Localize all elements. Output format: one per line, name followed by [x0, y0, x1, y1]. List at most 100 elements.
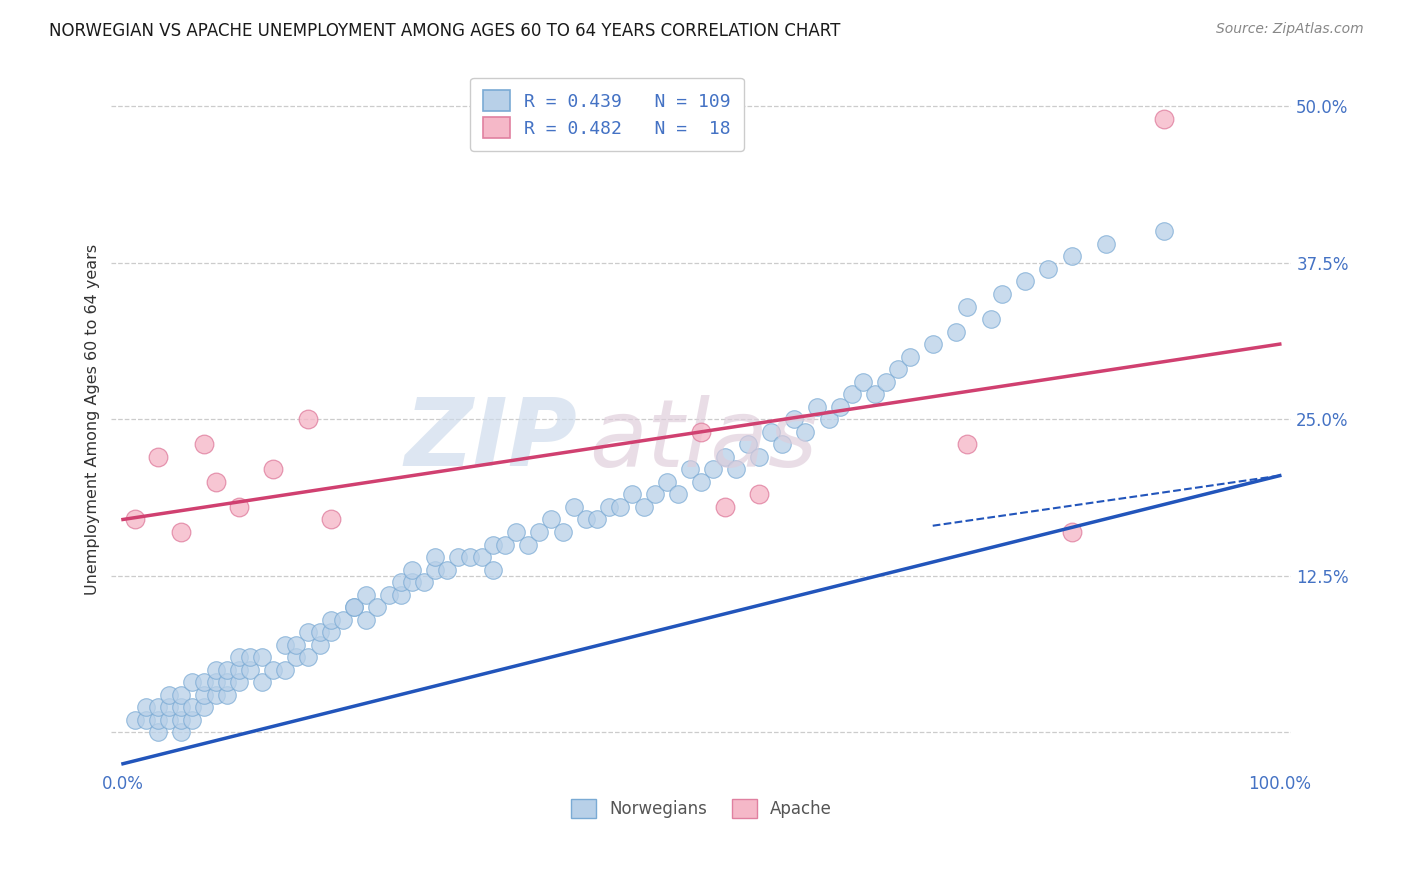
Point — [146, 725, 169, 739]
Point — [124, 512, 146, 526]
Point — [412, 575, 434, 590]
Point — [193, 688, 215, 702]
Point — [482, 563, 505, 577]
Point — [297, 650, 319, 665]
Point — [332, 613, 354, 627]
Y-axis label: Unemployment Among Ages 60 to 64 years: Unemployment Among Ages 60 to 64 years — [86, 244, 100, 595]
Point — [516, 537, 538, 551]
Point — [887, 362, 910, 376]
Point — [308, 625, 330, 640]
Text: Source: ZipAtlas.com: Source: ZipAtlas.com — [1216, 22, 1364, 37]
Point — [181, 700, 204, 714]
Point — [852, 375, 875, 389]
Point — [228, 675, 250, 690]
Text: ZIP: ZIP — [405, 394, 578, 486]
Point — [170, 524, 193, 539]
Point — [146, 700, 169, 714]
Point — [135, 713, 157, 727]
Point — [378, 588, 401, 602]
Point — [135, 700, 157, 714]
Point — [239, 663, 262, 677]
Point — [297, 625, 319, 640]
Point — [562, 500, 585, 514]
Point — [262, 663, 284, 677]
Point — [425, 549, 447, 564]
Point — [250, 675, 273, 690]
Point — [841, 387, 863, 401]
Point — [193, 437, 215, 451]
Legend: Norwegians, Apache: Norwegians, Apache — [564, 792, 839, 825]
Point — [157, 700, 180, 714]
Point — [980, 312, 1002, 326]
Point — [343, 600, 366, 615]
Point — [458, 549, 481, 564]
Point — [217, 663, 239, 677]
Point — [170, 725, 193, 739]
Point — [713, 450, 735, 464]
Point — [679, 462, 702, 476]
Point — [228, 500, 250, 514]
Point — [354, 588, 377, 602]
Point — [748, 450, 770, 464]
Point — [598, 500, 620, 514]
Point — [863, 387, 886, 401]
Point — [633, 500, 655, 514]
Text: atlas: atlas — [589, 395, 817, 486]
Point — [250, 650, 273, 665]
Point — [1014, 275, 1036, 289]
Point — [666, 487, 689, 501]
Point — [575, 512, 598, 526]
Point — [181, 713, 204, 727]
Point — [239, 650, 262, 665]
Point — [193, 700, 215, 714]
Point — [690, 425, 713, 439]
Point — [262, 462, 284, 476]
Point — [217, 688, 239, 702]
Point — [285, 650, 308, 665]
Point — [737, 437, 759, 451]
Point — [609, 500, 631, 514]
Point — [529, 524, 551, 539]
Point — [644, 487, 666, 501]
Point — [308, 638, 330, 652]
Point — [274, 638, 297, 652]
Point — [1153, 224, 1175, 238]
Point — [228, 650, 250, 665]
Point — [204, 688, 226, 702]
Point — [620, 487, 643, 501]
Point — [898, 350, 921, 364]
Point — [204, 675, 226, 690]
Point — [217, 675, 239, 690]
Point — [285, 638, 308, 652]
Point — [389, 575, 412, 590]
Point — [170, 713, 193, 727]
Point — [725, 462, 748, 476]
Point — [354, 613, 377, 627]
Point — [436, 563, 458, 577]
Point — [1153, 112, 1175, 126]
Point — [956, 437, 979, 451]
Point — [146, 713, 169, 727]
Point — [321, 625, 343, 640]
Point — [228, 663, 250, 677]
Point — [875, 375, 897, 389]
Point — [366, 600, 388, 615]
Point — [343, 600, 366, 615]
Point — [146, 450, 169, 464]
Point — [690, 475, 713, 489]
Point — [991, 287, 1014, 301]
Point — [748, 487, 770, 501]
Point — [1095, 236, 1118, 251]
Point — [482, 537, 505, 551]
Point — [401, 563, 423, 577]
Point — [297, 412, 319, 426]
Point — [124, 713, 146, 727]
Point — [157, 713, 180, 727]
Point — [204, 663, 226, 677]
Point — [586, 512, 609, 526]
Point — [321, 613, 343, 627]
Point — [471, 549, 494, 564]
Point — [425, 563, 447, 577]
Point — [551, 524, 574, 539]
Point — [540, 512, 562, 526]
